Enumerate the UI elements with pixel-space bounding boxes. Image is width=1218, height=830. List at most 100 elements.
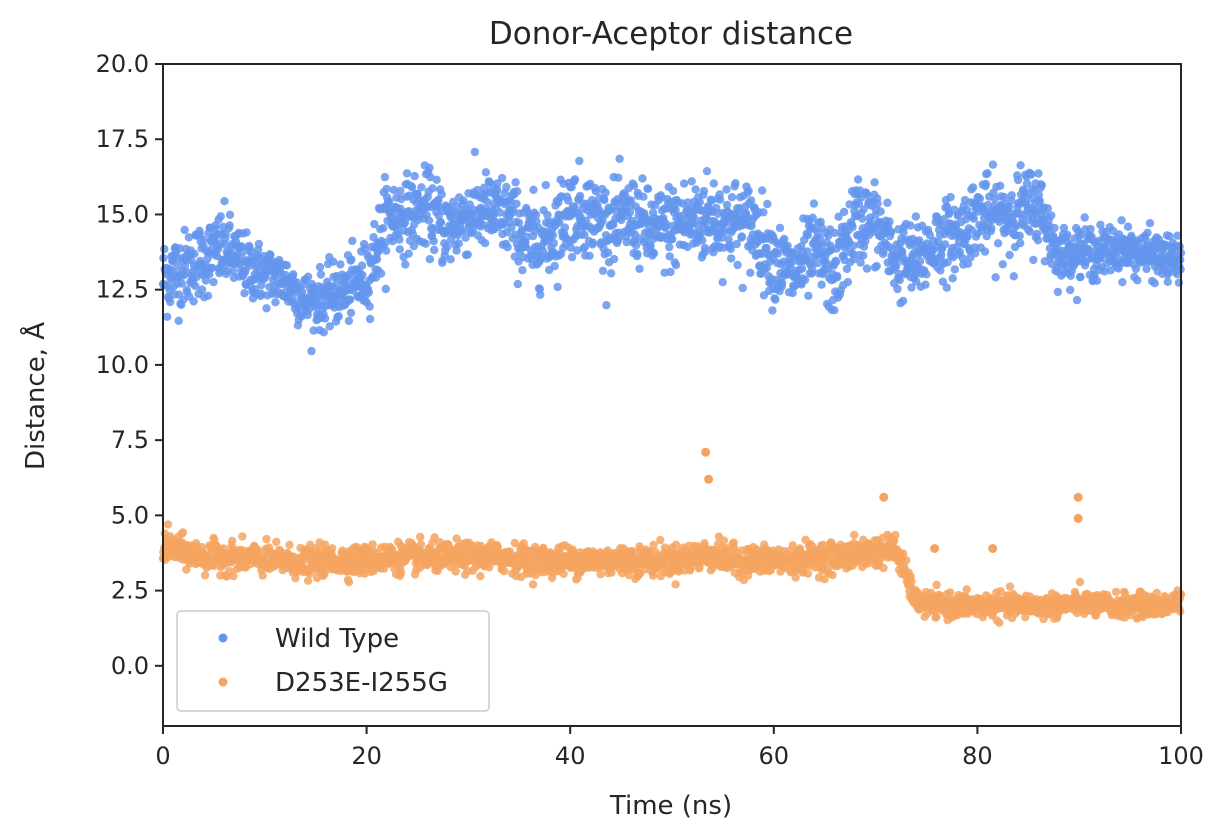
- data-point: [716, 195, 725, 204]
- data-point: [365, 314, 375, 324]
- data-point: [639, 192, 648, 201]
- data-point: [1173, 231, 1182, 240]
- data-point: [991, 273, 1000, 282]
- legend-label: D253E-I255G: [275, 668, 448, 698]
- data-point: [962, 585, 971, 594]
- data-point: [1066, 285, 1075, 295]
- data-point: [303, 272, 313, 281]
- legend-label: Wild Type: [275, 624, 399, 654]
- data-point: [808, 265, 817, 274]
- data-point: [262, 304, 271, 313]
- data-point: [219, 544, 228, 553]
- data-point: [856, 258, 865, 267]
- data-point: [817, 280, 826, 289]
- data-point: [220, 240, 230, 249]
- data-point: [1027, 170, 1036, 179]
- data-point: [1029, 255, 1038, 265]
- x-axis-label: Time (ns): [609, 791, 732, 821]
- data-point: [842, 264, 852, 274]
- data-point: [575, 156, 584, 166]
- data-point: [395, 235, 404, 244]
- y-tick-label: 10.0: [96, 351, 149, 379]
- data-point: [656, 535, 665, 545]
- y-axis-label: Distance, Å: [19, 322, 51, 470]
- data-point: [830, 306, 839, 315]
- data-point: [163, 312, 172, 321]
- data-point: [566, 243, 575, 252]
- data-point: [873, 199, 882, 208]
- data-point: [609, 254, 619, 264]
- data-point: [1015, 231, 1024, 240]
- data-point: [238, 532, 247, 541]
- x-tick-label: 100: [1158, 742, 1204, 770]
- data-point: [459, 196, 468, 205]
- data-point: [401, 260, 410, 269]
- data-point: [1037, 181, 1047, 190]
- data-point: [691, 185, 700, 194]
- data-point: [983, 200, 993, 210]
- data-point: [771, 295, 780, 304]
- x-tick-label: 0: [155, 742, 170, 770]
- data-point: [220, 197, 229, 206]
- data-point: [564, 196, 573, 205]
- data-point: [481, 168, 491, 177]
- data-point: [502, 182, 511, 192]
- data-point: [1035, 196, 1044, 205]
- data-point: [1117, 216, 1126, 225]
- data-point: [828, 570, 837, 580]
- data-point: [718, 278, 727, 287]
- data-point: [344, 578, 354, 587]
- data-point: [1165, 232, 1174, 241]
- data-point: [1013, 175, 1023, 185]
- data-point: [679, 179, 689, 188]
- data-point: [266, 250, 275, 260]
- data-point: [665, 242, 674, 252]
- data-point: [257, 280, 266, 290]
- data-point: [737, 232, 746, 241]
- data-point: [1050, 223, 1059, 233]
- data-point: [513, 279, 522, 289]
- data-point: [319, 328, 328, 337]
- data-point: [831, 257, 841, 267]
- data-point: [1092, 276, 1102, 285]
- data-point: [1106, 266, 1115, 275]
- data-point: [990, 194, 999, 203]
- data-point: [701, 447, 711, 457]
- data-point: [425, 255, 435, 264]
- data-point: [1033, 236, 1043, 245]
- data-point: [285, 540, 294, 549]
- data-point: [407, 182, 417, 192]
- data-point: [258, 571, 267, 580]
- data-point: [358, 271, 367, 280]
- data-point: [1043, 204, 1053, 213]
- data-point: [907, 577, 916, 586]
- data-point: [1032, 229, 1042, 239]
- data-point: [668, 235, 677, 244]
- data-point: [614, 173, 623, 182]
- data-point: [943, 258, 952, 267]
- data-point: [543, 210, 552, 220]
- data-point: [1133, 276, 1142, 285]
- data-point: [833, 273, 842, 282]
- data-point: [975, 194, 985, 203]
- data-point: [643, 184, 653, 193]
- data-point: [788, 288, 797, 298]
- data-point: [1131, 264, 1141, 274]
- data-point: [160, 244, 169, 254]
- data-point: [570, 175, 580, 184]
- data-point: [426, 172, 435, 182]
- data-point: [777, 278, 787, 288]
- data-point: [315, 262, 325, 272]
- data-point: [370, 219, 379, 229]
- data-point: [555, 218, 564, 227]
- data-point: [591, 187, 600, 196]
- data-point: [902, 556, 911, 565]
- data-point: [1025, 227, 1035, 236]
- data-point: [1047, 211, 1056, 220]
- data-point: [549, 238, 558, 248]
- data-point: [209, 561, 219, 571]
- data-point: [898, 296, 908, 306]
- legend-marker: [218, 633, 228, 643]
- data-point: [665, 252, 674, 261]
